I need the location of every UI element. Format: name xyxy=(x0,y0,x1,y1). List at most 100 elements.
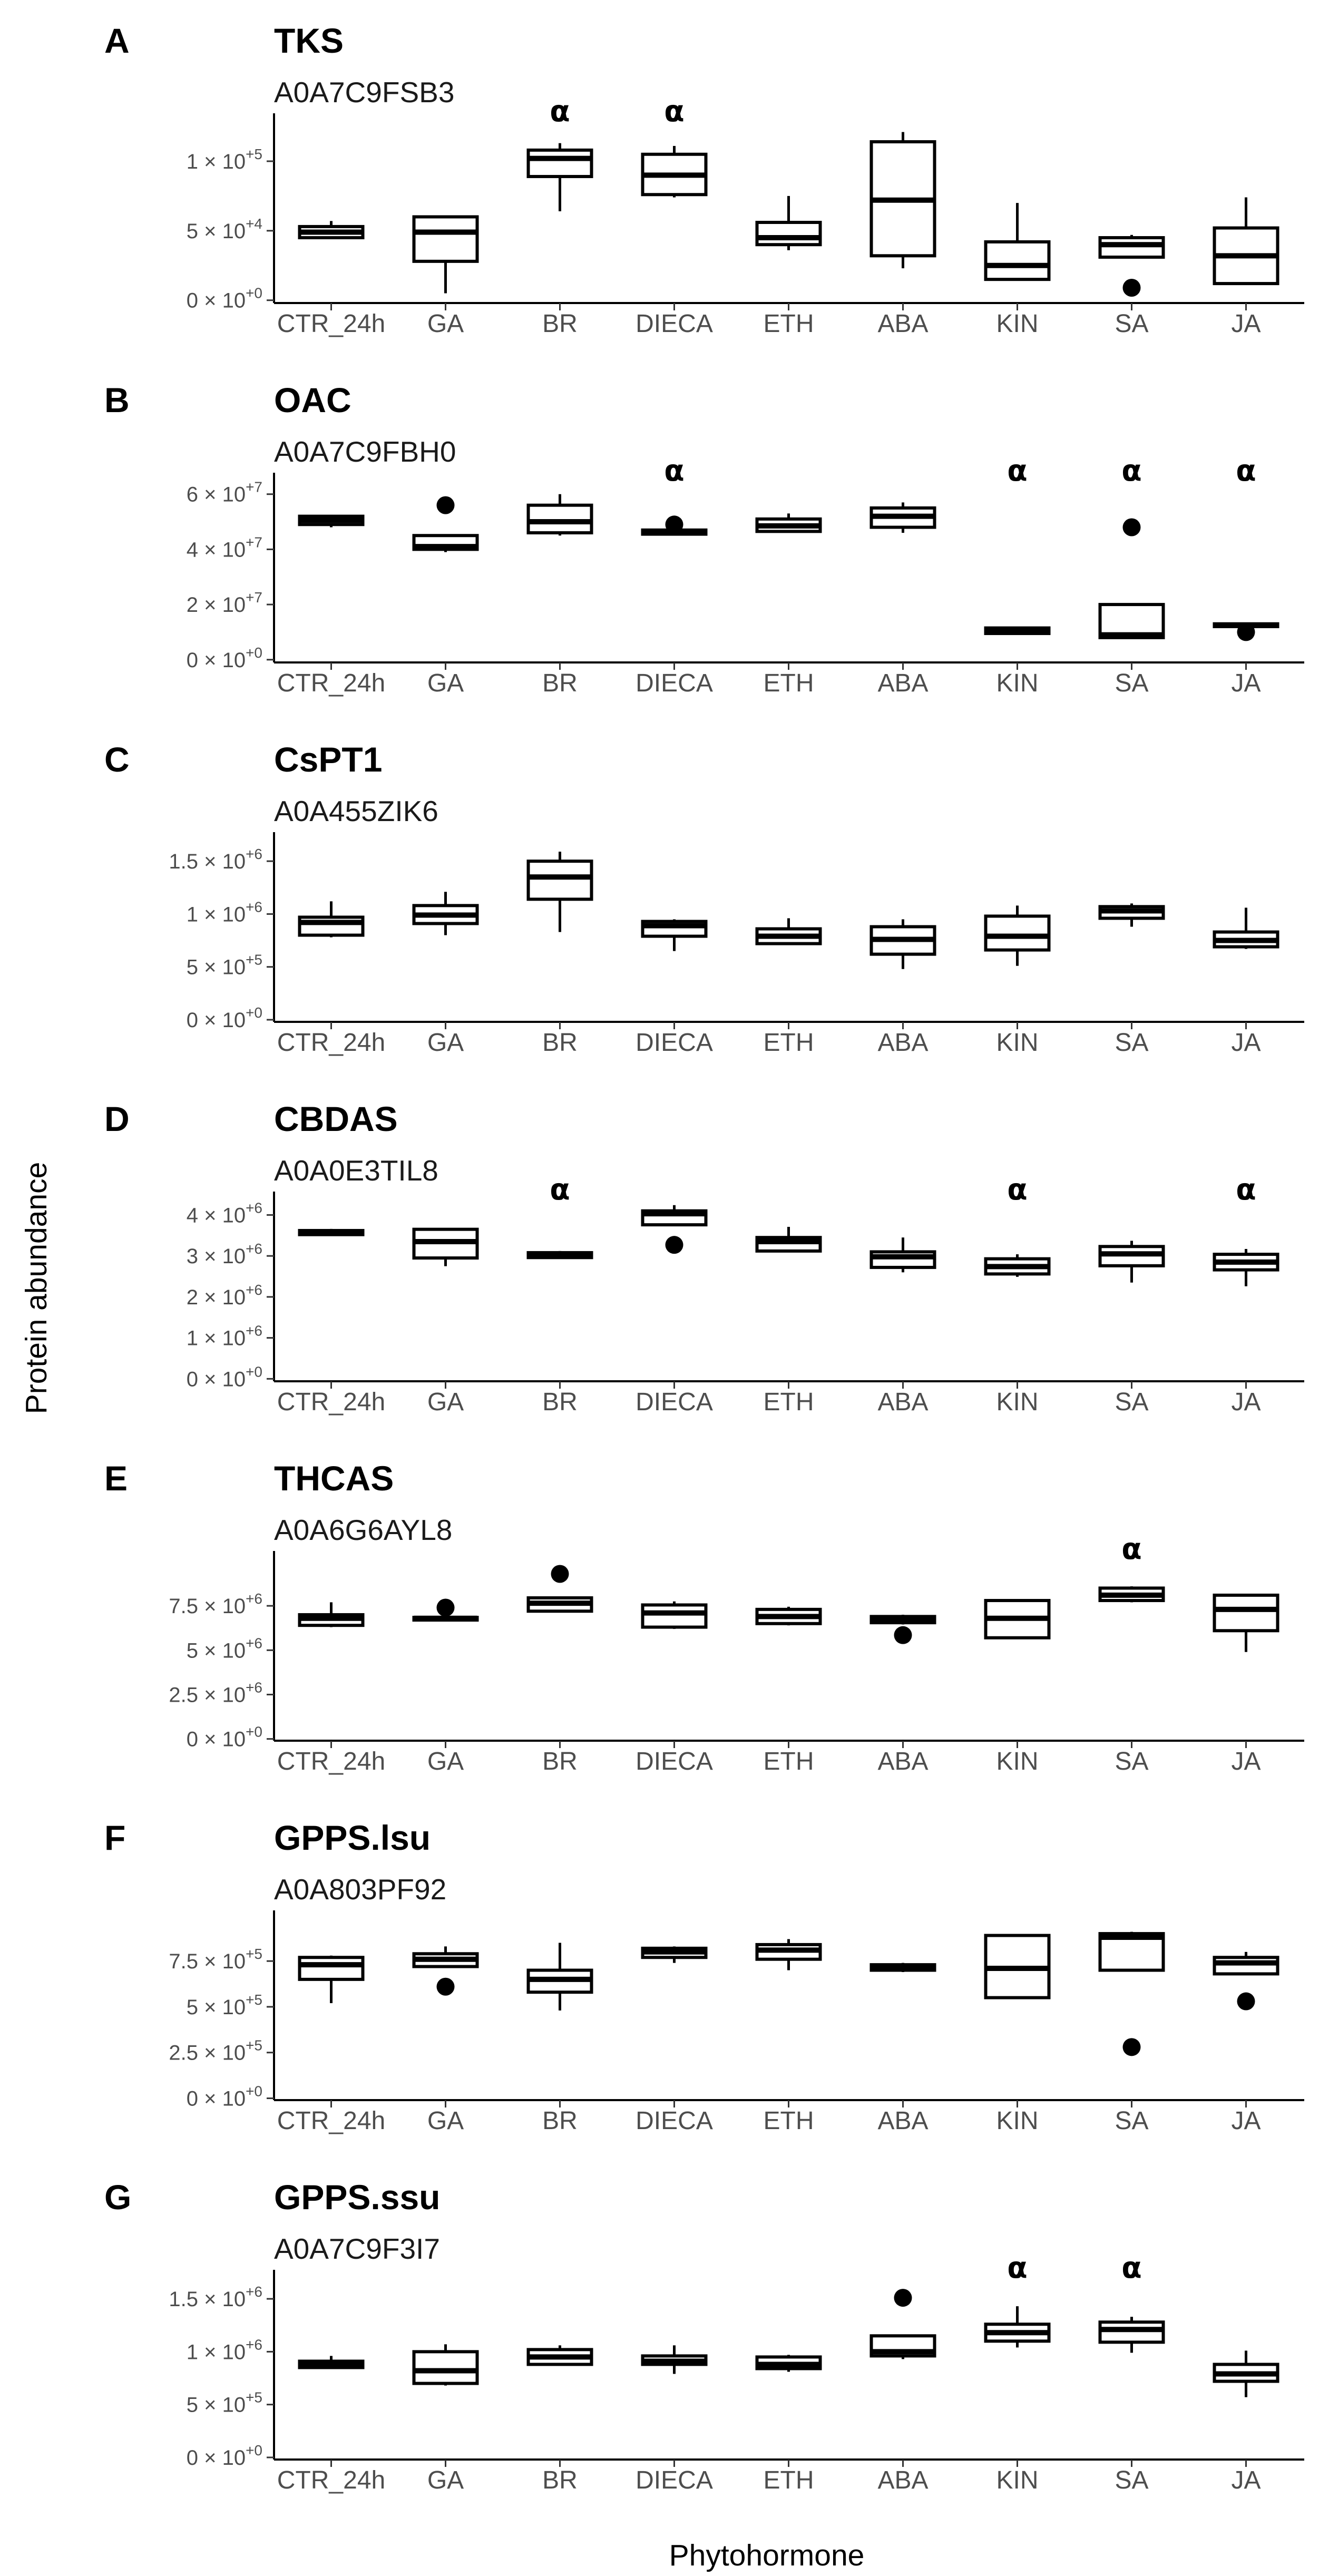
x-tick-label: KIN xyxy=(996,669,1038,697)
box-ga xyxy=(412,1227,479,1266)
x-tick-label: CTR_24h xyxy=(277,2466,385,2494)
outlier-point xyxy=(665,1236,683,1254)
y-tick-label: 0 × 10+0 xyxy=(187,1004,262,1032)
x-tick-label: GA xyxy=(427,669,464,697)
x-tick-label: ETH xyxy=(764,1748,814,1775)
panel-letter: F xyxy=(104,1818,125,1857)
panel-subtitle: A0A455ZIK6 xyxy=(274,795,438,827)
significance-label: α xyxy=(1121,454,1141,488)
outlier-point xyxy=(1122,2038,1141,2056)
x-tick-label: GA xyxy=(427,1388,464,1416)
x-tick-label: JA xyxy=(1231,669,1261,697)
x-tick-label: ABA xyxy=(877,310,928,338)
box-kin xyxy=(984,203,1051,281)
box-body xyxy=(526,860,593,901)
x-tick-label: ABA xyxy=(877,1029,928,1057)
y-tick-label: 1 × 10+6 xyxy=(187,899,262,926)
box-ctr-24h xyxy=(298,221,365,240)
y-tick-label: 5 × 10+6 xyxy=(187,1635,262,1662)
box-br xyxy=(526,852,593,932)
panel-title: THCAS xyxy=(274,1459,394,1498)
x-tick-label: BR xyxy=(542,1748,578,1775)
box-ctr-24h xyxy=(298,1955,365,2004)
x-tick-label: ABA xyxy=(877,2107,928,2135)
box-aba xyxy=(869,1237,936,1273)
x-tick-label: DIECA xyxy=(636,310,713,338)
x-tick-label: SA xyxy=(1115,1029,1148,1057)
y-tick-label: 2 × 10+6 xyxy=(187,1282,262,1309)
y-tick-label: 1 × 10+6 xyxy=(187,1323,262,1350)
significance-label: α xyxy=(550,94,570,129)
box-body xyxy=(984,240,1051,281)
x-tick-label: GA xyxy=(427,310,464,338)
box-eth xyxy=(755,513,822,533)
significance-label: α xyxy=(664,454,684,488)
outlier-point xyxy=(436,1598,455,1617)
outlier-point xyxy=(894,1626,912,1644)
y-tick-label: 1 × 10+5 xyxy=(187,146,262,173)
box-eth xyxy=(755,1939,822,1970)
significance-label: α xyxy=(1236,454,1256,488)
panel-title: GPPS.lsu xyxy=(274,1818,431,1857)
panel-f: F GPPS.lsu A0A803PF92 0 × 10+0 2.5 × 10+5 5 ×… xyxy=(104,1818,1304,2135)
panel-letter: G xyxy=(104,2178,131,2217)
y-tick-label: 3 × 10+6 xyxy=(187,1241,262,1268)
y-tick-label: 1.5 × 10+6 xyxy=(169,2284,262,2311)
panel-title: CsPT1 xyxy=(274,740,382,779)
x-tick-label: ETH xyxy=(764,2107,814,2135)
significance-label: α xyxy=(1121,2251,1141,2285)
panel-subtitle: A0A803PF92 xyxy=(274,1873,446,1906)
panel-title: CBDAS xyxy=(274,1099,398,1138)
x-tick-label: DIECA xyxy=(636,2107,713,2135)
box-ga xyxy=(412,496,479,552)
box-body xyxy=(1098,236,1165,259)
box-ga xyxy=(412,2344,479,2386)
x-tick-label: CTR_24h xyxy=(277,2107,385,2135)
x-tick-label: CTR_24h xyxy=(277,1388,385,1416)
box-dieca xyxy=(641,2345,708,2374)
outlier-point xyxy=(1122,278,1141,297)
box-ga xyxy=(412,1946,479,1996)
panel-title: OAC xyxy=(274,380,351,419)
significance-label: α xyxy=(1236,1173,1256,1207)
box-aba xyxy=(869,1614,936,1644)
y-tick-label: 7.5 × 10+5 xyxy=(169,1946,262,1973)
x-tick-label: BR xyxy=(542,2107,578,2135)
x-tick-label: BR xyxy=(542,1029,578,1057)
y-tick-label: 7.5 × 10+6 xyxy=(169,1591,262,1618)
box-body xyxy=(1213,1956,1279,1976)
outlier-point xyxy=(436,496,455,514)
y-tick-label: 2 × 10+7 xyxy=(187,589,262,617)
x-tick-label: SA xyxy=(1115,669,1148,697)
y-tick-label: 5 × 10+4 xyxy=(187,216,262,243)
y-tick-label: 5 × 10+5 xyxy=(187,952,262,979)
y-axis-title: Protein abundance xyxy=(19,1162,53,1414)
panel-subtitle: A0A7C9F3I7 xyxy=(274,2232,440,2265)
box-dieca xyxy=(641,919,708,951)
x-tick-label: JA xyxy=(1231,310,1261,338)
box-kin xyxy=(984,2306,1051,2348)
x-tick-label: ETH xyxy=(764,1029,814,1057)
panel-d: D CBDAS A0A0E3TIL8 0 × 10+0 1 × 10+6 2 × 10+6… xyxy=(104,1099,1304,1416)
x-tick-label: DIECA xyxy=(636,1029,713,1057)
x-tick-label: GA xyxy=(427,2107,464,2135)
box-eth xyxy=(755,918,822,945)
box-ctr-24h xyxy=(298,514,365,528)
panel-b: B OAC A0A7C9FBH0 0 × 10+0 2 × 10+7 4 × 10+7 6 … xyxy=(104,380,1304,697)
box-br xyxy=(526,1943,593,2011)
significance-label: α xyxy=(1121,1532,1141,1566)
panel-subtitle: A0A7C9FBH0 xyxy=(274,435,456,468)
x-tick-label: KIN xyxy=(996,1388,1038,1416)
outlier-point xyxy=(1237,623,1255,641)
panel-subtitle: A0A6G6AYL8 xyxy=(274,1514,452,1546)
x-tick-label: JA xyxy=(1231,1029,1261,1057)
x-tick-label: ABA xyxy=(877,1388,928,1416)
box-body xyxy=(984,914,1051,952)
x-tick-label: ABA xyxy=(877,2466,928,2494)
box-dieca xyxy=(641,145,708,198)
box-aba xyxy=(869,1963,936,1972)
panel-letter: B xyxy=(104,380,130,419)
x-tick-label: ETH xyxy=(764,1388,814,1416)
box-sa xyxy=(1098,1241,1165,1283)
box-sa xyxy=(1098,235,1165,297)
